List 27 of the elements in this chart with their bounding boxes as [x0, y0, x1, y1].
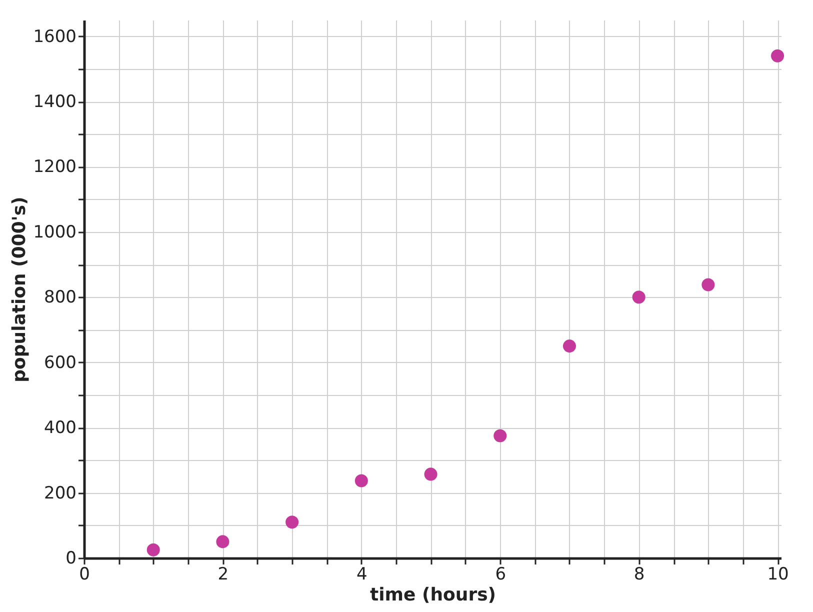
y-tick-label: 800 — [44, 288, 76, 308]
point — [216, 535, 230, 548]
x-axis-title: time (hours) — [370, 584, 496, 606]
y-axis-title: population (000's) — [9, 196, 30, 382]
y-tick-label: 1000 — [33, 222, 76, 242]
point — [424, 468, 438, 481]
y-tick-label: 0 — [66, 548, 76, 568]
y-tick-label: 400 — [44, 418, 76, 438]
x-tick-label: 4 — [356, 564, 368, 584]
point — [702, 278, 715, 292]
x-tick-label: 10 — [767, 564, 789, 584]
point — [771, 49, 784, 62]
y-tick-label: 600 — [44, 352, 76, 373]
y-tick-label: 1200 — [33, 157, 76, 178]
point — [632, 290, 646, 304]
x-tick-label: 2 — [218, 564, 229, 584]
point — [146, 543, 160, 556]
y-tick-label: 1400 — [33, 92, 76, 112]
x-tick-label: 8 — [634, 564, 645, 584]
x-tick-label: 6 — [495, 564, 506, 584]
y-tick-label: 200 — [44, 483, 76, 504]
x-tick-label: 0 — [79, 564, 90, 584]
point — [562, 340, 576, 353]
point — [286, 516, 299, 529]
point — [494, 429, 507, 442]
y-tick-label: 1600 — [33, 26, 76, 47]
point — [354, 474, 368, 488]
